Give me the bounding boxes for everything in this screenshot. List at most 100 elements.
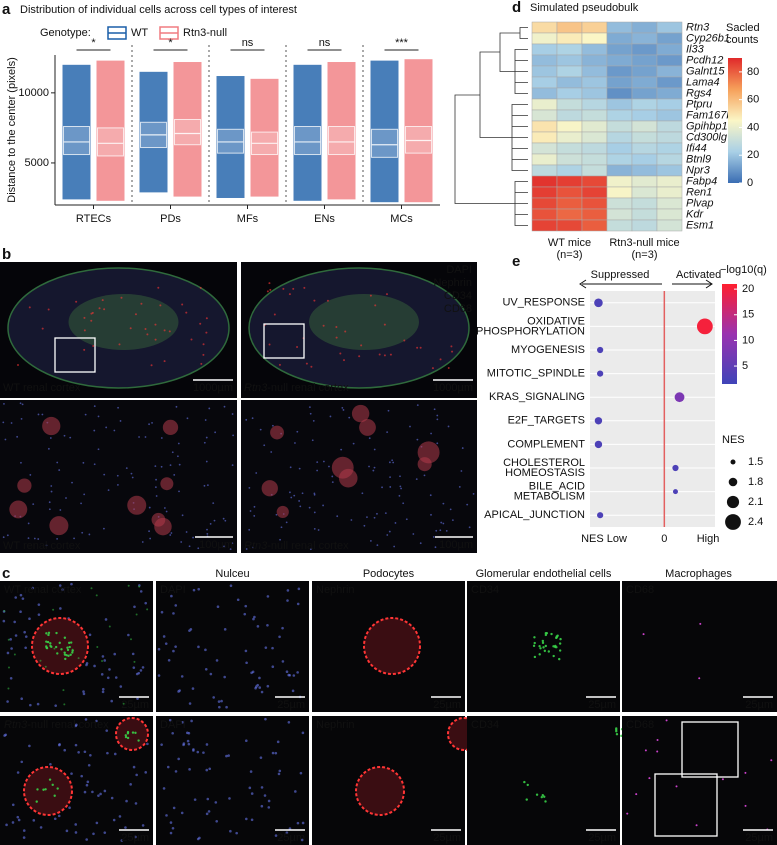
signal-speck (376, 512, 378, 515)
signal-speck (108, 625, 111, 628)
signal-speck (190, 338, 193, 341)
heatmap-cell (656, 54, 683, 67)
signal-speck (63, 703, 66, 706)
heatmap-cell (581, 120, 608, 133)
signal-speck (224, 519, 227, 522)
significance-label: *** (395, 37, 409, 49)
image-label-italic: Rtn3 (244, 382, 268, 394)
signal-speck (248, 786, 252, 790)
signal-speck (68, 806, 71, 810)
dot (672, 489, 678, 495)
signal-speck (134, 835, 137, 839)
signal-speck (540, 795, 543, 799)
signal-speck (9, 676, 13, 680)
dot (594, 440, 603, 449)
heatmap-cell (581, 43, 608, 56)
signal-speck (151, 422, 153, 424)
colorbar-tick-label: 20 (742, 283, 754, 295)
signal-speck (212, 502, 215, 504)
signal-speck (222, 517, 225, 520)
signal-speck (533, 641, 536, 645)
signal-speck (82, 692, 86, 696)
channel-legend: DAPI (446, 264, 472, 276)
signal-speck (197, 645, 200, 649)
gene-label: Plvap (686, 197, 714, 209)
heatmap-cell (581, 175, 608, 188)
signal-speck (32, 503, 35, 506)
signal-speck (245, 661, 248, 665)
signal-speck (172, 649, 175, 653)
signal-speck (134, 802, 138, 805)
signal-speck (154, 486, 157, 489)
signal-speck (9, 638, 12, 641)
signal-speck (103, 473, 106, 476)
signal-speck (106, 676, 110, 680)
gene-label: Cyp26b1 (686, 32, 730, 44)
signal-speck (110, 796, 114, 800)
signal-speck (271, 751, 275, 755)
term-label: BILE_ACID (529, 481, 585, 493)
signal-speck (49, 642, 52, 645)
glomerulus (162, 419, 179, 436)
signal-speck (472, 492, 475, 495)
signal-speck (191, 687, 195, 690)
signal-speck (532, 644, 536, 648)
signal-speck (108, 668, 111, 671)
signal-speck (369, 294, 372, 297)
signal-speck (399, 485, 402, 488)
signal-speck (134, 731, 137, 735)
heatmap-cell (656, 98, 683, 111)
signal-speck (41, 327, 44, 330)
signal-speck (296, 430, 299, 433)
box (97, 127, 124, 157)
column-header: Podocytes (363, 568, 415, 580)
dot (597, 346, 604, 354)
signal-speck (157, 286, 160, 289)
signal-speck (256, 683, 260, 687)
box (63, 125, 90, 156)
heatmap-cell (656, 175, 683, 188)
heatmap-cell (556, 208, 583, 221)
signal-speck (376, 544, 379, 547)
signal-speck (84, 413, 87, 416)
heatmap-cell (606, 186, 633, 199)
signal-speck (45, 544, 48, 547)
signal-speck (56, 461, 59, 464)
dot (594, 417, 603, 425)
signal-speck (133, 605, 136, 609)
column-header: Macrophages (665, 568, 732, 580)
signal-speck (310, 365, 313, 368)
signal-speck (335, 336, 338, 339)
signal-speck (387, 409, 390, 412)
heatmap-cell (581, 54, 608, 67)
signal-speck (130, 472, 133, 475)
heatmap-cell (556, 219, 583, 232)
dot (597, 512, 604, 519)
signal-speck (300, 838, 304, 842)
signal-speck (313, 527, 316, 530)
signal-speck (163, 360, 166, 363)
signal-speck (83, 493, 86, 496)
signal-speck (373, 466, 376, 469)
column-header: Glomerular endothelial cells (476, 568, 612, 580)
signal-speck (85, 838, 88, 841)
colorbar-tick-label: 5 (742, 360, 748, 372)
size-legend-label: 2.1 (748, 496, 763, 508)
signal-speck (204, 419, 207, 421)
signal-speck (28, 617, 31, 621)
size-legend-label: 1.5 (748, 456, 763, 468)
signal-speck (5, 823, 8, 827)
signal-speck (309, 412, 312, 415)
point-cloud (370, 60, 399, 203)
signal-speck (348, 416, 351, 419)
signal-speck (430, 432, 432, 435)
signal-speck (126, 732, 130, 735)
signal-speck (313, 492, 316, 495)
signal-speck (160, 743, 163, 746)
heatmap-cell (606, 32, 633, 45)
heatmap-cell (606, 142, 633, 155)
signal-speck (266, 290, 269, 293)
signal-speck (160, 610, 164, 614)
signal-speck (103, 831, 107, 834)
signal-speck (95, 821, 99, 825)
